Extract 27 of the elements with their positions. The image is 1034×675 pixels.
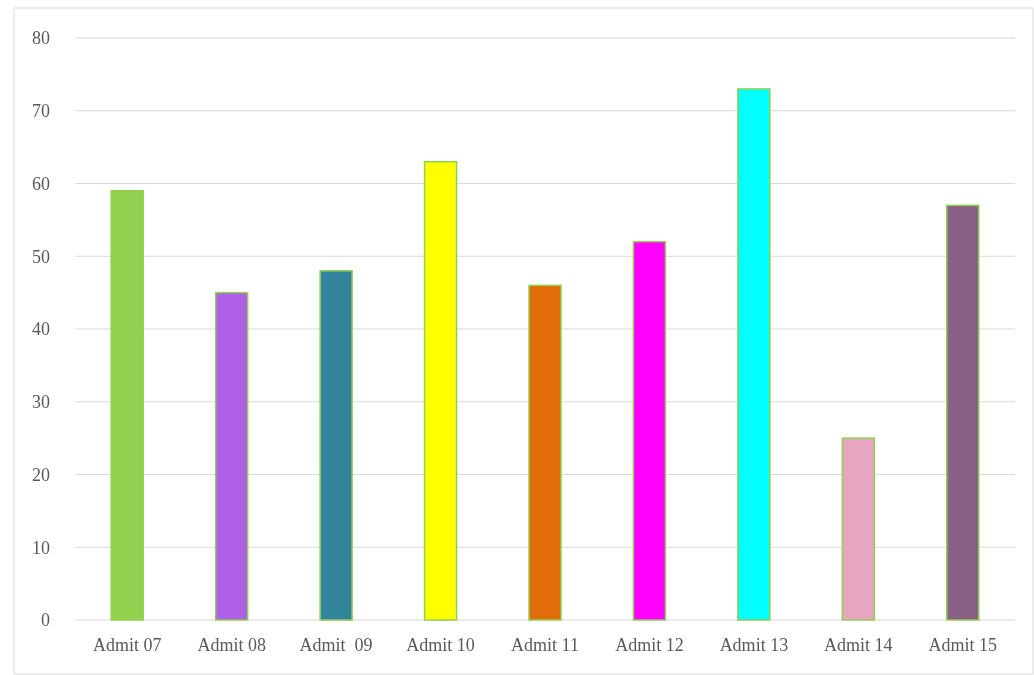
bar	[946, 204, 980, 621]
bar	[423, 160, 458, 621]
x-tick-label: Admit 14	[824, 635, 893, 655]
y-tick-label: 10	[32, 537, 50, 558]
x-tick-label: Admit 09	[299, 635, 373, 655]
bar	[319, 270, 353, 621]
bar	[632, 240, 667, 621]
y-tick-label: 50	[32, 246, 50, 267]
y-tick-label: 40	[32, 319, 50, 340]
bar	[528, 284, 562, 621]
x-tick-label: Admit 10	[406, 635, 475, 655]
y-tick-label: 30	[32, 392, 50, 413]
x-tick-label: Admit 15	[928, 635, 998, 655]
y-tick-label: 70	[32, 101, 50, 122]
bar	[841, 437, 876, 621]
y-tick-label: 80	[32, 28, 50, 49]
bar	[737, 88, 771, 621]
x-tick-label: Admit 12	[615, 635, 684, 655]
x-tick-label: Admit 11	[511, 635, 579, 655]
bar	[110, 190, 144, 621]
x-tick-label: Admit 13	[719, 635, 789, 655]
bar	[214, 291, 249, 621]
y-tick-label: 60	[32, 173, 50, 194]
y-tick-label: 0	[41, 610, 50, 631]
y-tick-label: 20	[32, 464, 50, 485]
x-tick-label: Admit 08	[197, 635, 266, 655]
x-tick-label: Admit 07	[92, 635, 162, 655]
